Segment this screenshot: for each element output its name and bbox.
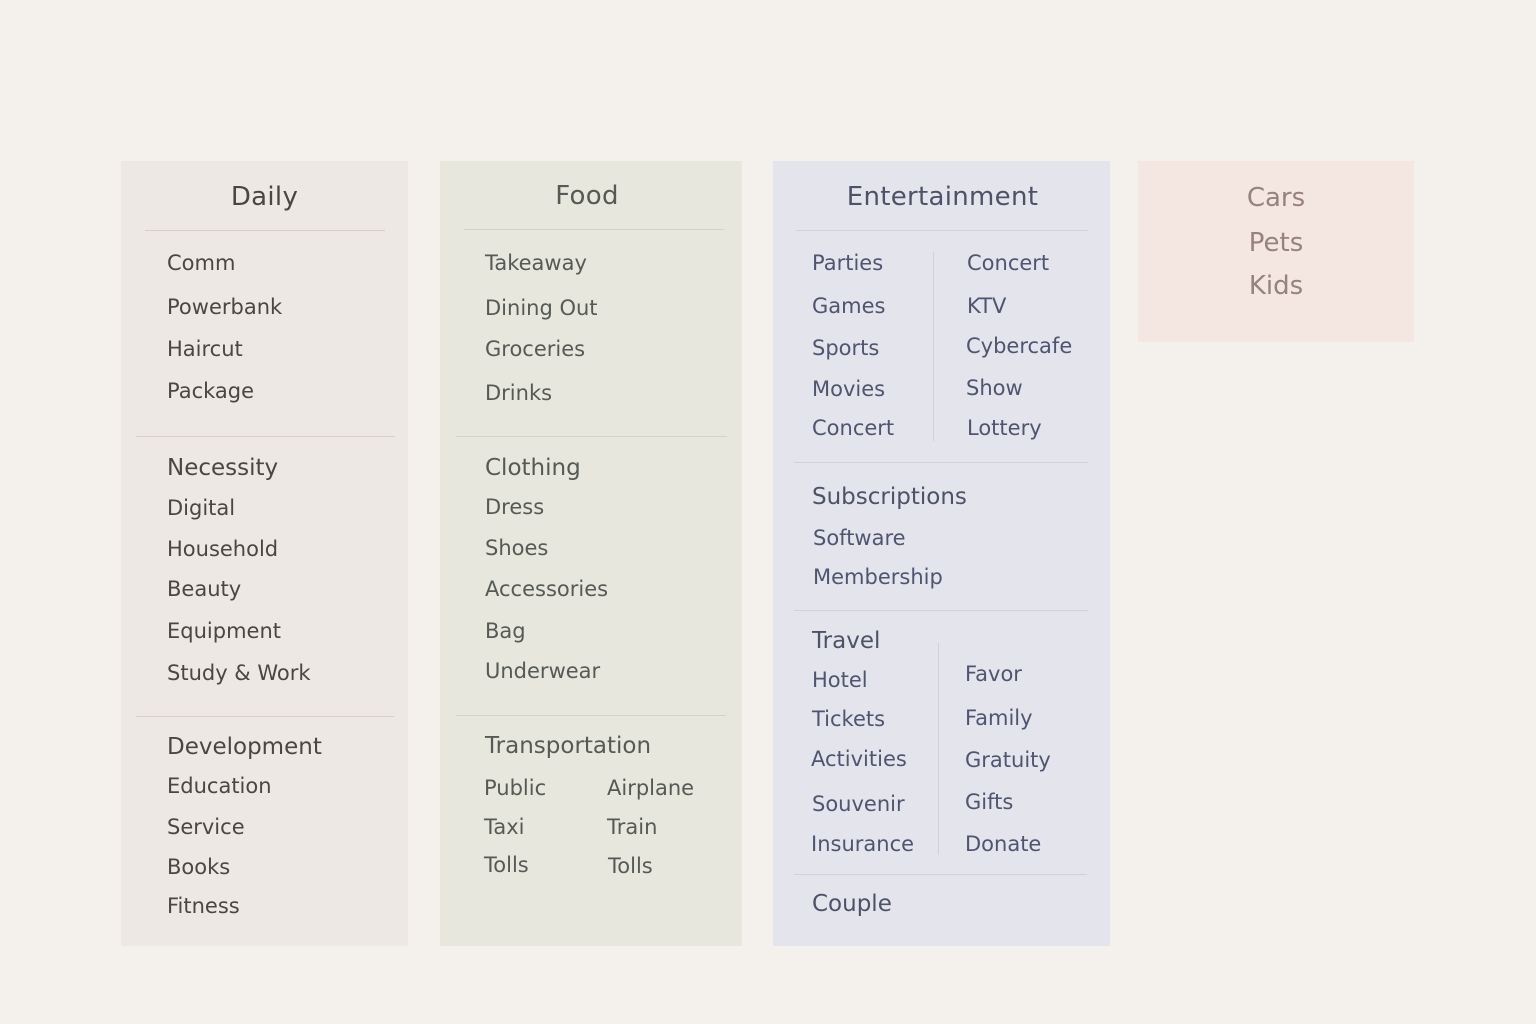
category-item-equipment[interactable]: Equipment	[167, 619, 281, 643]
category-item-insurance[interactable]: Insurance	[811, 832, 915, 856]
category-item-airplane[interactable]: Airplane	[607, 776, 695, 800]
section-heading-couple[interactable]: Couple	[812, 891, 892, 917]
category-item-gifts[interactable]: Gifts	[965, 790, 1014, 814]
category-item-dining-out[interactable]: Dining Out	[485, 296, 598, 320]
category-item-powerbank[interactable]: Powerbank	[167, 295, 283, 319]
entertainment-title[interactable]: Entertainment	[846, 182, 1039, 212]
divider	[464, 229, 724, 230]
category-item-tolls[interactable]: Tolls	[608, 854, 653, 878]
category-item-train[interactable]: Train	[607, 815, 658, 839]
category-item-underwear[interactable]: Underwear	[485, 659, 601, 683]
divider	[456, 715, 726, 716]
misc-column: Cars Pets Kids	[1138, 161, 1414, 342]
category-item-software[interactable]: Software	[813, 526, 906, 550]
section-heading-development[interactable]: Development	[167, 734, 322, 760]
section-heading-clothing[interactable]: Clothing	[485, 455, 581, 481]
divider	[794, 610, 1088, 611]
category-item-books[interactable]: Books	[167, 855, 231, 879]
category-item-ktv[interactable]: KTV	[967, 294, 1007, 318]
category-item-activities[interactable]: Activities	[811, 747, 907, 771]
category-item-takeaway[interactable]: Takeaway	[485, 251, 587, 275]
category-item-hotel[interactable]: Hotel	[812, 668, 868, 692]
category-item-tolls[interactable]: Tolls	[484, 853, 529, 877]
divider	[796, 230, 1088, 231]
category-item-fitness[interactable]: Fitness	[167, 894, 240, 918]
category-item-public[interactable]: Public	[484, 776, 547, 800]
category-item-package[interactable]: Package	[167, 379, 255, 403]
food-column: Food Takeaway Dining Out Groceries Drink…	[440, 161, 742, 946]
category-item-show[interactable]: Show	[966, 376, 1023, 400]
category-item-games[interactable]: Games	[812, 294, 886, 318]
category-item-accessories[interactable]: Accessories	[485, 577, 609, 601]
section-heading-subscriptions[interactable]: Subscriptions	[812, 484, 967, 510]
daily-title[interactable]: Daily	[230, 182, 299, 212]
divider	[145, 230, 385, 231]
category-item-family[interactable]: Family	[965, 706, 1033, 730]
category-item-groceries[interactable]: Groceries	[485, 337, 586, 361]
category-item-shoes[interactable]: Shoes	[485, 536, 549, 560]
category-item-household[interactable]: Household	[167, 537, 279, 561]
category-item-tickets[interactable]: Tickets	[812, 707, 886, 731]
category-item-service[interactable]: Service	[167, 815, 245, 839]
category-item-haircut[interactable]: Haircut	[167, 337, 243, 361]
section-heading-transportation[interactable]: Transportation	[485, 733, 652, 759]
category-item-lottery[interactable]: Lottery	[967, 416, 1042, 440]
category-item-beauty[interactable]: Beauty	[167, 577, 242, 601]
category-item-comm[interactable]: Comm	[167, 251, 236, 275]
category-item-taxi[interactable]: Taxi	[484, 815, 525, 839]
divider	[456, 436, 727, 437]
category-item-parties[interactable]: Parties	[812, 251, 884, 275]
category-item-concert[interactable]: Concert	[967, 251, 1050, 275]
category-item-donate[interactable]: Donate	[965, 832, 1042, 856]
category-item-drinks[interactable]: Drinks	[485, 381, 553, 405]
category-item-dress[interactable]: Dress	[485, 495, 545, 519]
category-item-concert[interactable]: Concert	[812, 416, 895, 440]
category-item-kids[interactable]: Kids	[1248, 271, 1304, 301]
column-divider	[938, 643, 939, 855]
divider	[794, 874, 1087, 875]
category-item-pets[interactable]: Pets	[1248, 228, 1304, 258]
daily-column: Daily Comm Powerbank Haircut Package Nec…	[121, 161, 408, 946]
category-item-cars[interactable]: Cars	[1246, 183, 1306, 213]
section-heading-travel[interactable]: Travel	[812, 628, 881, 654]
category-item-favor[interactable]: Favor	[965, 662, 1022, 686]
section-heading-necessity[interactable]: Necessity	[167, 455, 279, 481]
category-item-digital[interactable]: Digital	[167, 496, 236, 520]
entertainment-column: Entertainment Parties Games Sports Movie…	[773, 161, 1110, 946]
category-item-membership[interactable]: Membership	[813, 565, 943, 589]
category-item-souvenir[interactable]: Souvenir	[812, 792, 905, 816]
column-divider	[933, 252, 934, 441]
category-item-study-work[interactable]: Study & Work	[167, 661, 311, 685]
category-item-sports[interactable]: Sports	[812, 336, 880, 360]
divider	[794, 462, 1088, 463]
divider	[136, 716, 394, 717]
category-item-cybercafe[interactable]: Cybercafe	[966, 334, 1073, 358]
category-item-education[interactable]: Education	[167, 774, 272, 798]
divider	[136, 436, 395, 437]
food-title[interactable]: Food	[555, 181, 619, 211]
category-item-bag[interactable]: Bag	[485, 619, 526, 643]
category-item-movies[interactable]: Movies	[812, 377, 886, 401]
category-item-gratuity[interactable]: Gratuity	[965, 748, 1051, 772]
